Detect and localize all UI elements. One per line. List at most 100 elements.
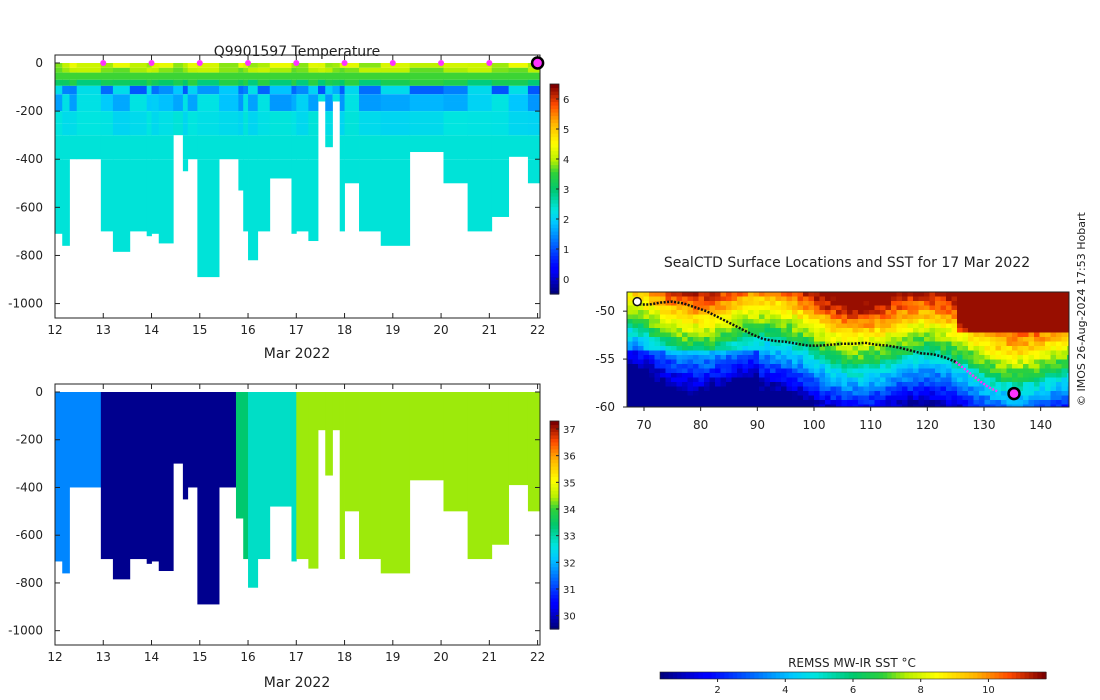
temperature-cell — [219, 111, 239, 124]
sst-cell — [649, 337, 655, 342]
sst-cell — [1039, 382, 1046, 387]
sst-cell — [737, 391, 743, 396]
sst-cell — [819, 350, 826, 356]
sst-cell — [880, 395, 886, 401]
colorbar-swatch — [550, 459, 559, 464]
sst-cell — [869, 337, 875, 342]
temperature-profile — [55, 63, 63, 234]
sst-cell — [935, 328, 941, 333]
sst-cell — [896, 314, 903, 320]
sst-cell — [764, 373, 771, 378]
sst-colorbar-swatch — [998, 672, 1004, 679]
sst-cell — [1001, 292, 1007, 297]
sst-cell — [951, 368, 958, 374]
sst-cell — [830, 377, 837, 383]
temperature-cell — [359, 94, 382, 102]
sst-cell — [808, 391, 815, 396]
temperature-cell — [443, 123, 469, 136]
sst-cell — [643, 391, 650, 396]
sst-cell — [709, 364, 716, 369]
sst-cell — [973, 395, 980, 401]
sst-cell — [836, 350, 842, 356]
colorbar-swatch — [550, 136, 559, 141]
sst-cell — [720, 350, 727, 356]
sst-cell — [1017, 332, 1024, 338]
colorbar-swatch — [550, 563, 559, 568]
sst-cell — [929, 355, 936, 360]
sst-cell — [737, 350, 743, 356]
temperature-cell — [269, 123, 292, 136]
sst-cell — [1017, 373, 1024, 378]
temperature-cell — [173, 63, 184, 68]
sst-cell — [935, 319, 941, 324]
sst-cell — [726, 332, 732, 338]
sst-cell — [638, 382, 644, 387]
temperature-cell — [359, 63, 382, 68]
sst-cell — [737, 368, 743, 374]
sst-cell — [995, 292, 1002, 297]
sst-cell — [891, 337, 897, 342]
temperature-cell — [344, 67, 360, 73]
sst-cell — [841, 332, 848, 338]
sst-colorbar-swatch — [891, 672, 897, 679]
colorbar-swatch — [550, 441, 559, 446]
sst-cell — [968, 386, 974, 392]
sst-cell — [1028, 332, 1035, 338]
sst-cell — [792, 310, 798, 315]
sst-cell — [847, 301, 853, 306]
sst-cell — [841, 386, 848, 392]
temperature-profile — [69, 63, 78, 160]
sst-cell — [720, 373, 727, 378]
sst-cell — [764, 368, 771, 374]
temperature-cell — [100, 159, 114, 232]
temperature-cell — [318, 72, 326, 80]
colorbar-swatch — [550, 133, 559, 138]
temperature-cell — [173, 94, 184, 102]
sst-cell — [929, 400, 936, 405]
sst-cell — [891, 314, 897, 320]
sst-cell — [918, 404, 925, 408]
temperature-cell — [248, 159, 259, 261]
sst-cell — [880, 332, 886, 338]
sst-cell — [1050, 341, 1057, 347]
sst-cell — [990, 368, 996, 374]
sst-cell — [951, 350, 958, 356]
temperature-cell — [443, 63, 469, 68]
sst-cell — [896, 319, 903, 324]
sst-cell — [742, 368, 749, 374]
sst-cell — [1006, 332, 1013, 338]
temperature-cell — [269, 72, 292, 80]
sst-cell — [1001, 296, 1007, 302]
sst-cell — [764, 328, 771, 333]
temperature-cell — [359, 72, 382, 80]
sst-cell — [759, 350, 765, 356]
sst-cell — [935, 364, 941, 369]
sst-cell — [1023, 346, 1029, 351]
sst-cell — [968, 400, 974, 405]
sst-cell — [693, 377, 699, 383]
sst-cell — [665, 323, 672, 329]
temperature-profile — [332, 63, 341, 102]
sst-cell — [720, 382, 727, 387]
sst-colorbar-swatch — [947, 672, 953, 679]
sst-cell — [792, 305, 798, 311]
sst-cell — [808, 310, 815, 315]
sst-cell — [1045, 314, 1051, 320]
colorbar-swatch — [550, 618, 559, 623]
sst-cell — [1006, 355, 1013, 360]
colorbar-swatch — [550, 227, 559, 232]
sst-cell — [1067, 337, 1070, 342]
sst-cell — [1023, 305, 1029, 311]
sst-cell — [962, 314, 969, 320]
colorbar-swatch — [550, 164, 559, 169]
sst-cell — [775, 350, 782, 356]
temperature-cell — [308, 63, 319, 68]
sst-cell — [720, 368, 727, 374]
sst-cell — [671, 301, 677, 306]
sst-cell — [748, 323, 754, 329]
sst-cell — [665, 296, 672, 302]
sst-colorbar-swatch — [690, 672, 695, 679]
sst-cell — [682, 359, 688, 365]
sst-cell — [968, 314, 974, 320]
sst-cell — [808, 305, 815, 311]
